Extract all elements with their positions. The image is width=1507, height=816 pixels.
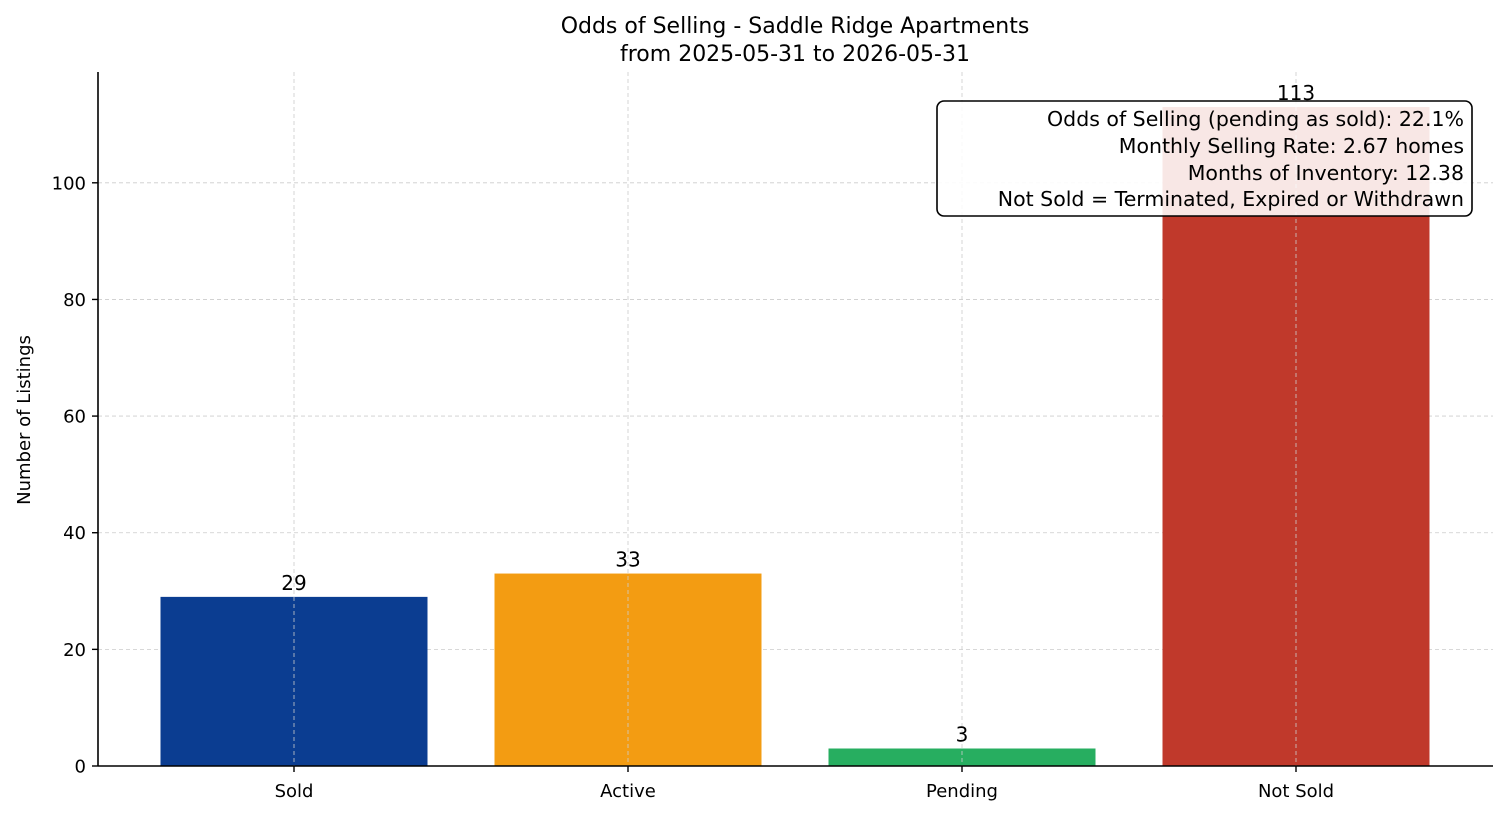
- info-box-frame: [936, 100, 1473, 217]
- y-tick-label: 100: [52, 173, 86, 194]
- y-tick-label: 40: [63, 523, 86, 544]
- bar-value-label-active: 33: [615, 548, 640, 572]
- bar-value-label-sold: 29: [281, 571, 306, 595]
- y-ticks: 0 20 40 60 80 100: [52, 173, 98, 778]
- y-tick-label: 80: [63, 290, 86, 311]
- y-tick-label: 0: [75, 757, 86, 778]
- chart-title: Odds of Selling - Saddle Ridge Apartment…: [561, 14, 1030, 39]
- info-not-sold-definition: Not Sold = Terminated, Expired or Withdr…: [998, 187, 1464, 211]
- bar-value-label-pending: 3: [956, 723, 969, 747]
- info-monthly-selling-rate: Monthly Selling Rate: 2.67 homes: [1119, 134, 1464, 158]
- chart-subtitle: from 2025-05-31 to 2026-05-31: [620, 42, 970, 67]
- info-odds-of-selling: Odds of Selling (pending as sold): 22.1%: [1047, 107, 1464, 131]
- x-ticks: Sold Active Pending Not Sold: [275, 766, 1334, 802]
- y-tick-label: 20: [63, 640, 86, 661]
- y-tick-label: 60: [63, 407, 86, 428]
- info-box: Odds of Selling (pending as sold): 22.1%…: [936, 100, 1473, 217]
- x-tick-label-not-sold: Not Sold: [1258, 781, 1334, 802]
- y-axis-label: Number of Listings: [14, 335, 35, 505]
- bar-pending: [828, 748, 1096, 766]
- info-months-of-inventory: Months of Inventory: 12.38: [1188, 161, 1464, 185]
- x-tick-label-active: Active: [600, 781, 656, 802]
- x-tick-label-sold: Sold: [275, 781, 314, 802]
- x-tick-label-pending: Pending: [926, 781, 998, 802]
